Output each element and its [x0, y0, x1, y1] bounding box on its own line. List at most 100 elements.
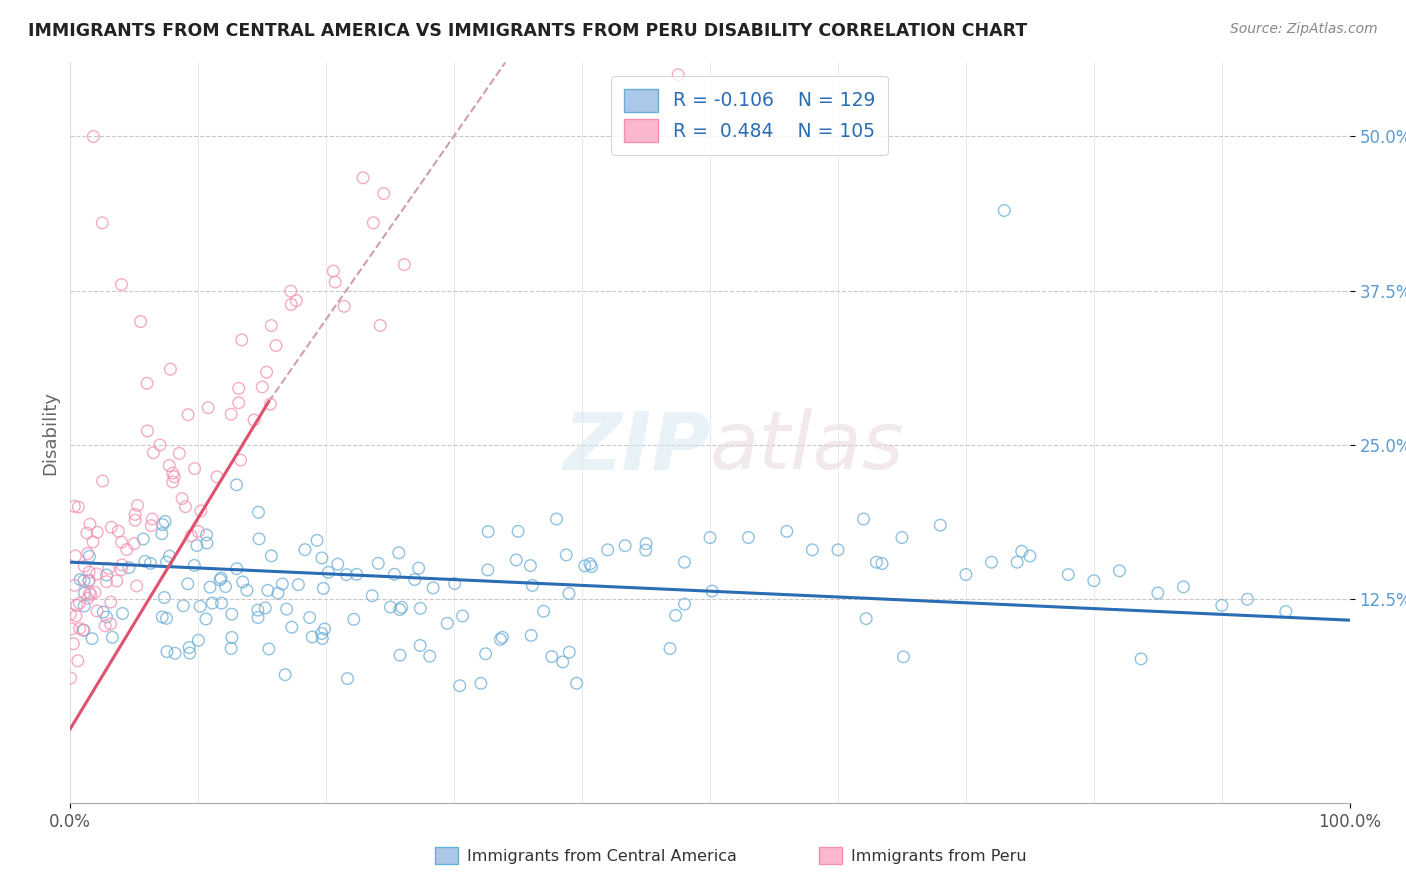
- Point: [232, 574, 254, 589]
- Point: [865, 555, 887, 569]
- Point: [384, 567, 406, 582]
- Point: [127, 499, 149, 513]
- Point: [581, 559, 603, 574]
- Point: [111, 558, 134, 572]
- Point: [91, 605, 114, 619]
- Point: [73, 623, 96, 637]
- Point: [246, 603, 269, 617]
- Point: [155, 555, 177, 569]
- Point: [326, 557, 349, 571]
- Point: [231, 333, 253, 347]
- Point: [209, 573, 232, 587]
- Point: [221, 607, 243, 622]
- Point: [60, 622, 83, 636]
- Point: [551, 655, 574, 669]
- Point: [195, 528, 218, 542]
- Point: [214, 580, 236, 594]
- Point: [388, 546, 411, 560]
- Point: [579, 557, 602, 571]
- Point: [247, 610, 270, 624]
- Point: [636, 536, 658, 550]
- Point: [159, 549, 181, 563]
- Point: [195, 536, 218, 550]
- Point: [436, 616, 458, 631]
- Point: [132, 532, 155, 546]
- Point: [489, 632, 512, 647]
- Point: [163, 469, 186, 483]
- Point: [76, 547, 98, 561]
- Point: [311, 632, 333, 646]
- Point: [555, 548, 578, 562]
- Point: [614, 539, 637, 553]
- Point: [177, 408, 200, 422]
- Point: [118, 560, 141, 574]
- Point: [174, 500, 197, 514]
- Point: [827, 542, 849, 557]
- Point: [197, 401, 219, 415]
- Point: [59, 671, 82, 685]
- Point: [186, 539, 208, 553]
- Point: [221, 631, 243, 645]
- Point: [565, 676, 588, 690]
- Point: [404, 573, 426, 587]
- Point: [870, 557, 893, 571]
- Point: [520, 628, 543, 642]
- Point: [243, 413, 266, 427]
- Point: [980, 555, 1002, 569]
- Point: [124, 536, 146, 550]
- Point: [257, 642, 280, 657]
- Point: [673, 597, 696, 611]
- Point: [66, 654, 89, 668]
- Point: [91, 216, 114, 230]
- Point: [94, 619, 117, 633]
- Point: [596, 542, 619, 557]
- Point: [201, 596, 224, 610]
- Point: [110, 535, 132, 549]
- Point: [323, 275, 346, 289]
- Point: [105, 574, 128, 588]
- Point: [318, 566, 340, 580]
- Point: [285, 293, 308, 308]
- Point: [187, 524, 209, 539]
- Point: [163, 646, 186, 660]
- Point: [150, 526, 173, 541]
- Point: [177, 576, 200, 591]
- Point: [312, 582, 335, 596]
- Point: [281, 620, 304, 634]
- Y-axis label: Disability: Disability: [41, 391, 59, 475]
- Point: [335, 567, 357, 582]
- Point: [256, 365, 278, 379]
- Point: [225, 478, 247, 492]
- Point: [659, 641, 682, 656]
- Point: [574, 558, 596, 573]
- Point: [491, 630, 513, 644]
- Point: [111, 607, 134, 621]
- Text: atlas: atlas: [710, 409, 905, 486]
- Point: [361, 589, 384, 603]
- Point: [1173, 580, 1195, 594]
- Point: [264, 338, 287, 352]
- Point: [76, 526, 98, 541]
- Point: [346, 567, 368, 582]
- Point: [69, 573, 91, 587]
- Point: [228, 395, 250, 409]
- Text: Source: ZipAtlas.com: Source: ZipAtlas.com: [1230, 22, 1378, 37]
- Point: [259, 397, 281, 411]
- Point: [314, 622, 336, 636]
- Point: [63, 578, 86, 592]
- Point: [254, 601, 277, 615]
- Point: [280, 284, 302, 298]
- Point: [179, 640, 201, 655]
- Point: [150, 610, 173, 624]
- Point: [107, 524, 129, 539]
- Point: [1018, 549, 1040, 563]
- Point: [363, 216, 385, 230]
- Point: [159, 362, 181, 376]
- Point: [195, 612, 218, 626]
- Point: [519, 558, 541, 573]
- Point: [82, 129, 104, 144]
- Point: [1236, 592, 1258, 607]
- Point: [252, 380, 274, 394]
- Point: [558, 586, 581, 600]
- Point: [77, 574, 100, 588]
